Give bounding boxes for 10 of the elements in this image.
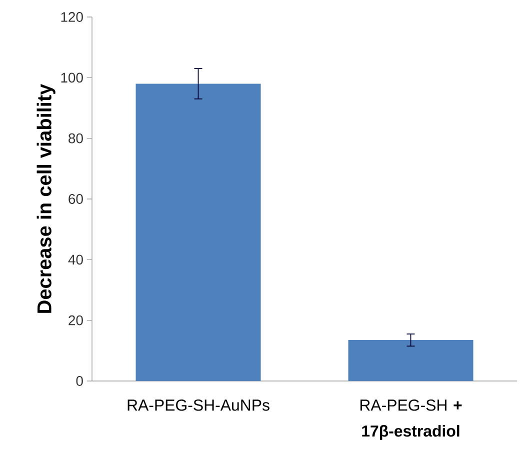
y-axis-title: Decrease in cell viability bbox=[36, 84, 56, 313]
x-tick-label: RA-PEG-SH + 17β-estradiol bbox=[360, 400, 462, 440]
y-tick-label: 80 bbox=[68, 133, 83, 144]
y-tick-label: 120 bbox=[61, 12, 83, 22]
y-tick-label: 60 bbox=[68, 194, 83, 204]
y-tick-label: 0 bbox=[76, 376, 83, 386]
y-tick-label: 20 bbox=[68, 315, 83, 326]
y-tick-label: 100 bbox=[61, 72, 83, 83]
y-tick-label: 40 bbox=[68, 254, 83, 265]
x-tick-label: RA-PEG-SH-AuNPs bbox=[128, 400, 270, 411]
